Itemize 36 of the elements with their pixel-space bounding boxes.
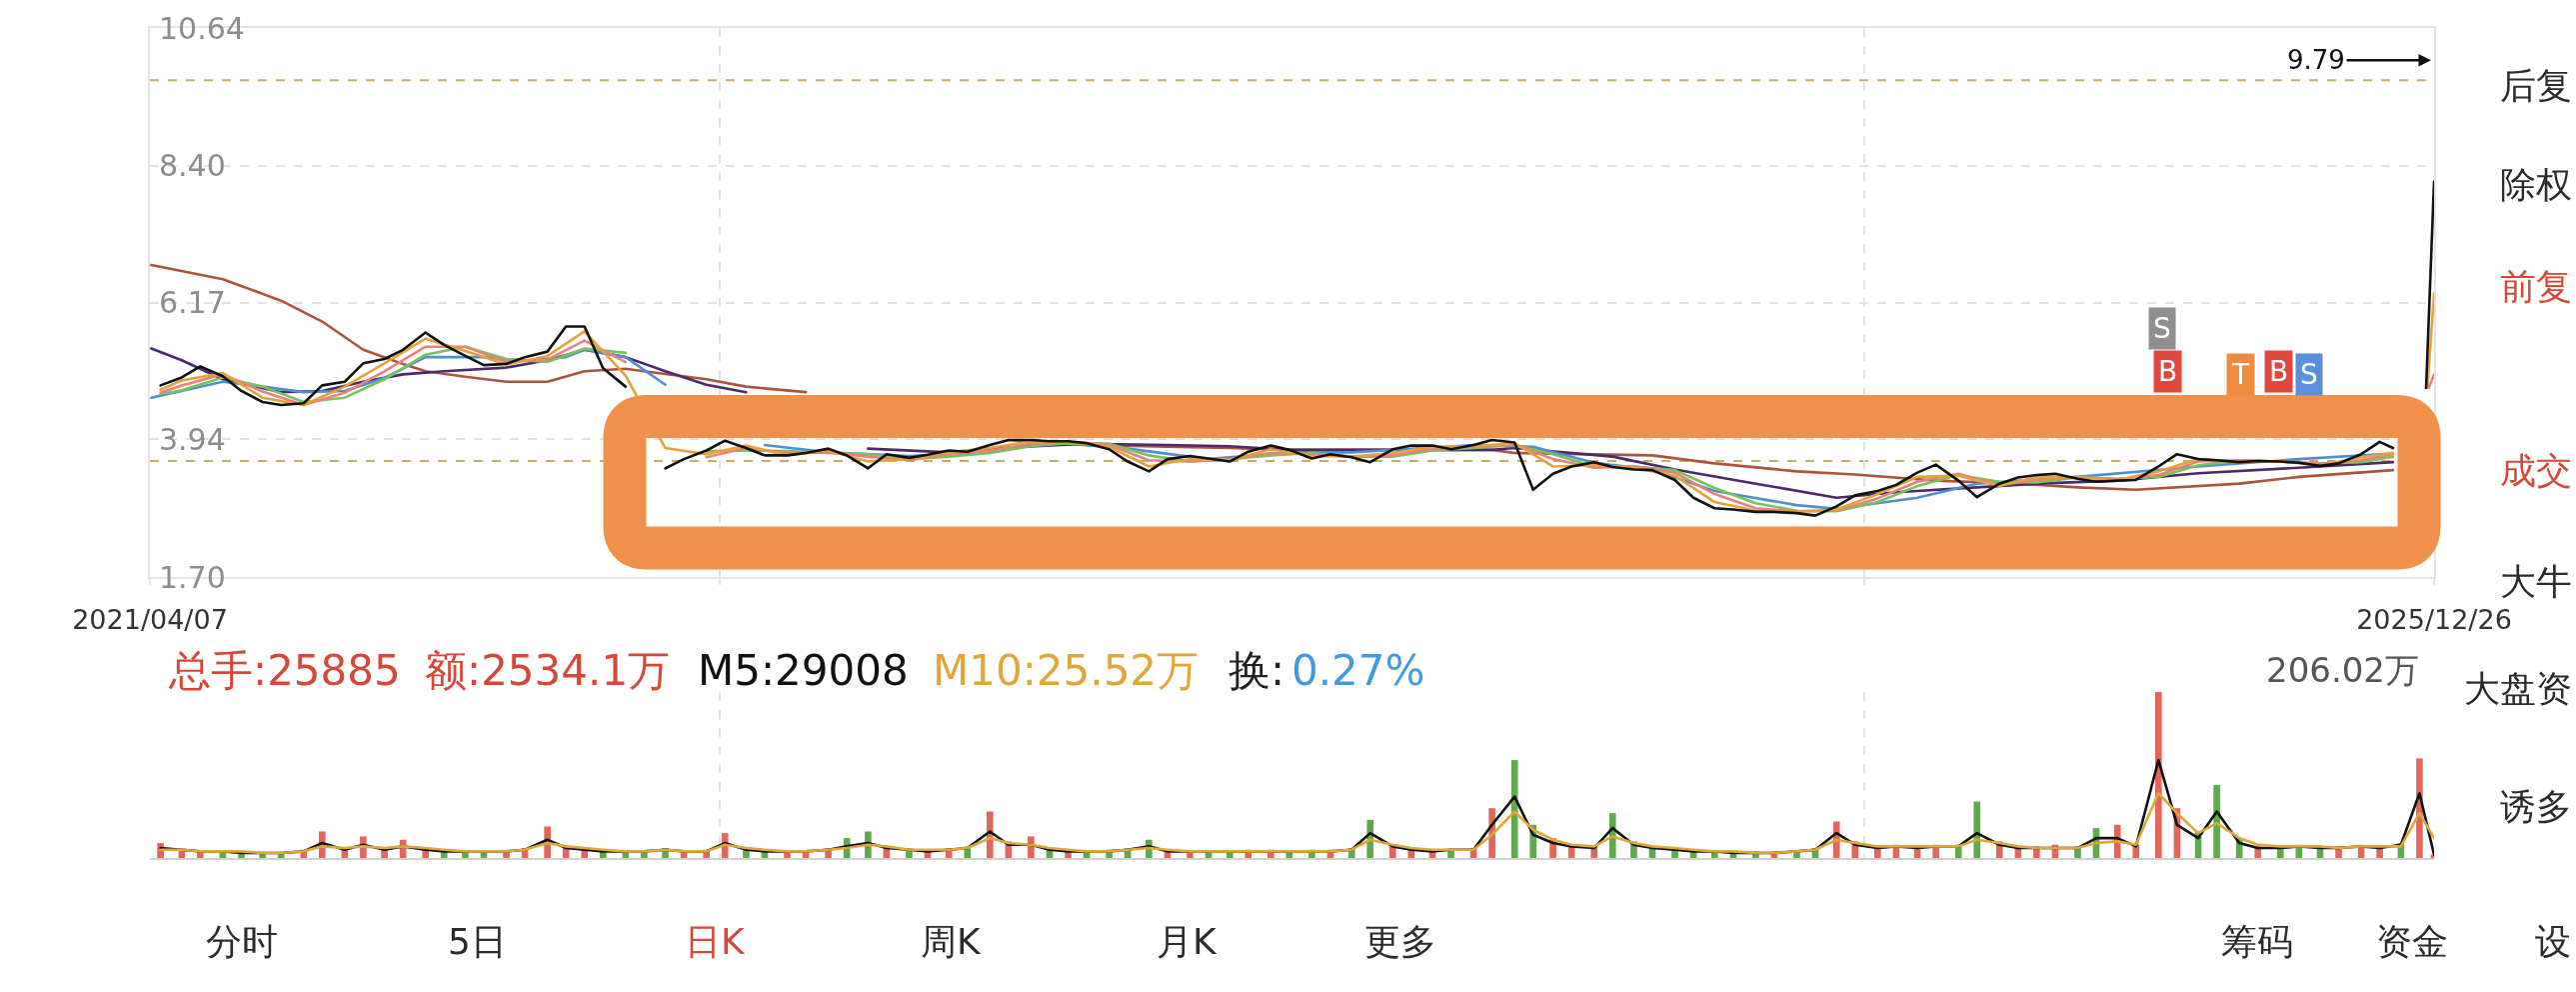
- text: 设: [2535, 921, 2571, 962]
- annotation: B: [2269, 355, 2289, 388]
- text: 大牛: [2500, 561, 2572, 602]
- y-tick-label: 6.17: [159, 285, 226, 320]
- ref-line-label: 9.79: [2287, 45, 2345, 75]
- text: 除权: [2500, 164, 2572, 205]
- text: M5:29008: [698, 646, 909, 695]
- y-tick-label: 8.40: [159, 148, 226, 184]
- annotation: 额:2534.1万: [425, 646, 671, 695]
- x-tick-label: 2021/04/07: [72, 604, 228, 636]
- annotation: 换:: [1229, 646, 1286, 695]
- annotation: 0.27%: [1291, 646, 1425, 695]
- text: 日K: [685, 921, 746, 962]
- y-tick-label: 10.64: [159, 10, 245, 46]
- text: 更多: [1364, 921, 1436, 962]
- text: 后复: [2500, 65, 2572, 106]
- text: 诱多: [2500, 786, 2572, 827]
- annotation: S: [2153, 312, 2171, 345]
- annotation: T: [2231, 358, 2250, 391]
- y-tick-label: 3.94: [159, 421, 226, 457]
- annotation: 总手:25885: [168, 646, 401, 695]
- text: 5日: [448, 921, 507, 962]
- text: M10:25.52万: [933, 646, 1200, 695]
- x-tick-label: 2025/12/26: [2356, 604, 2512, 636]
- annotation: S: [2300, 358, 2318, 391]
- y-tick-label: 1.70: [159, 559, 226, 595]
- text: 月K: [1157, 921, 1218, 962]
- text: 周K: [921, 921, 982, 962]
- annotation: B: [2158, 355, 2178, 388]
- text: 206.02万: [2266, 650, 2419, 690]
- text: 前复: [2500, 266, 2572, 307]
- text: 分时: [206, 921, 278, 962]
- text: 筹码: [2221, 921, 2293, 962]
- text: 资金: [2376, 921, 2448, 962]
- text: 成交: [2500, 450, 2572, 491]
- text: 大盘资: [2464, 668, 2572, 709]
